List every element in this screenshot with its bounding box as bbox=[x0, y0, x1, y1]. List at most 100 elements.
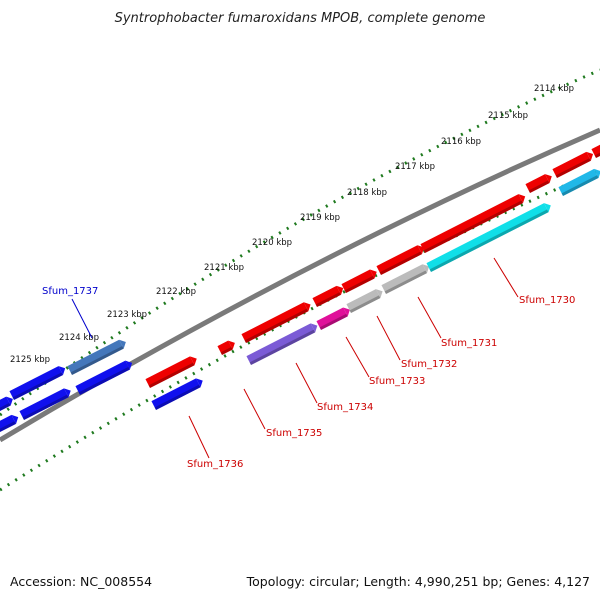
gene-box-face bbox=[312, 285, 342, 307]
gene-arrow-tip bbox=[422, 264, 430, 274]
gene-box-face bbox=[525, 174, 550, 193]
gene-arrow-tip bbox=[310, 323, 318, 333]
tick-label: 2124 kbp bbox=[59, 333, 99, 343]
gene-box-shadow bbox=[78, 366, 130, 395]
accession-text: Accession: NC_008554 bbox=[10, 574, 152, 589]
gene-box-shadow bbox=[555, 158, 591, 178]
gene-label: Sfum_1730 bbox=[519, 295, 575, 306]
gene-label: Sfum_1732 bbox=[401, 359, 457, 370]
gene-box-face bbox=[246, 323, 316, 365]
gene-arrow-tip bbox=[369, 269, 377, 279]
gene-box-shadow bbox=[384, 270, 427, 294]
gene-forward[interactable] bbox=[552, 150, 595, 178]
map-title: Syntrophobacter fumaroxidans MPOB, compl… bbox=[115, 11, 486, 26]
gene-label: Sfum_1735 bbox=[266, 428, 322, 439]
gene-arrow-tip bbox=[125, 360, 133, 370]
gene-arrow-tip bbox=[544, 203, 551, 213]
tick-label: 2123 kbp bbox=[107, 310, 147, 320]
gene-box-face bbox=[0, 414, 17, 432]
gene-sfum-1732[interactable] bbox=[341, 267, 379, 293]
gene-box-face bbox=[426, 203, 549, 272]
gene-forward[interactable] bbox=[591, 142, 600, 158]
gene-box-shadow bbox=[319, 313, 348, 330]
gene-box-face bbox=[151, 378, 201, 410]
gene-sfum-1732-reverse[interactable] bbox=[346, 287, 384, 313]
gene-label-leader bbox=[295, 362, 318, 404]
gene-reverse[interactable] bbox=[19, 386, 73, 420]
gene-box-shadow bbox=[154, 384, 201, 410]
gene-box-shadow bbox=[315, 292, 342, 307]
tick-label: 2121 kbp bbox=[204, 263, 244, 273]
gene-box-shadow bbox=[379, 251, 422, 275]
gene-box-shadow bbox=[528, 180, 550, 193]
gene-sfum-1734[interactable] bbox=[241, 300, 312, 343]
tick-label: 2118 kbp bbox=[347, 188, 387, 198]
gene-reverse[interactable] bbox=[558, 167, 600, 196]
gene-reverse[interactable] bbox=[75, 358, 134, 395]
gene-box-shadow bbox=[0, 421, 17, 432]
gene-label: Sfum_1733 bbox=[369, 376, 425, 387]
gene-arrow-tip bbox=[58, 366, 66, 376]
tick-labels: 2114 kbp 2115 kbp 2116 kbp 2117 kbp 2118 kbp… bbox=[10, 84, 574, 365]
gene-label: Sfum_1737 bbox=[42, 286, 98, 297]
tick-label: 2119 kbp bbox=[300, 213, 340, 223]
gene-arrow-tip bbox=[190, 356, 197, 366]
gene-arrow-tip bbox=[64, 388, 71, 398]
tick-label: 2114 kbp bbox=[534, 84, 574, 94]
gene-sfum-1730-reverse[interactable] bbox=[426, 201, 553, 272]
gene-label-leader bbox=[376, 315, 401, 361]
gene-sfum-1736[interactable] bbox=[145, 354, 199, 388]
gene-sfum-1736-reverse[interactable] bbox=[151, 376, 205, 410]
tick-label: 2122 kbp bbox=[156, 287, 196, 297]
gene-box-face bbox=[381, 264, 427, 294]
gene-sfum-1730[interactable] bbox=[420, 192, 527, 253]
gene-box-face bbox=[341, 269, 375, 293]
gene-arrow-tip bbox=[119, 339, 126, 349]
gene-box-shadow bbox=[349, 295, 381, 313]
gene-box-shadow bbox=[561, 175, 599, 196]
gene-arrow-tip bbox=[11, 414, 19, 424]
gene-box-face bbox=[558, 168, 599, 196]
gene-box-shadow bbox=[220, 346, 233, 355]
gene-box-face bbox=[145, 356, 195, 388]
gene-sfum-1737[interactable] bbox=[67, 337, 128, 375]
gene-box-shadow bbox=[344, 275, 375, 293]
gene-sfum-1731-reverse[interactable] bbox=[381, 262, 431, 294]
gene-sfum-1733[interactable] bbox=[312, 284, 345, 307]
gene-box-face bbox=[0, 396, 11, 411]
gene-arrow-tip bbox=[375, 289, 383, 299]
gene-reverse[interactable] bbox=[0, 394, 15, 411]
gene-box-shadow bbox=[12, 372, 64, 400]
gene-sfum-1735[interactable] bbox=[217, 338, 237, 355]
gene-reverse[interactable] bbox=[9, 364, 67, 400]
gene-sfum-1733-reverse[interactable] bbox=[316, 305, 352, 330]
gene-box-shadow bbox=[70, 345, 124, 375]
gene-box-face bbox=[67, 339, 124, 375]
gene-label-leader bbox=[493, 257, 519, 298]
tick-label: 2125 kbp bbox=[10, 355, 50, 365]
gene-arrow-tip bbox=[196, 378, 203, 388]
gene-arrow-tip bbox=[545, 174, 552, 184]
gene-label-leader bbox=[417, 296, 442, 339]
gene-label-leader bbox=[345, 336, 370, 378]
gene-forward[interactable] bbox=[525, 172, 554, 193]
gene-box-shadow bbox=[249, 329, 316, 365]
gene-arrow-tip bbox=[228, 340, 235, 350]
gene-label-leader bbox=[188, 415, 210, 459]
gene-box-face bbox=[591, 144, 600, 158]
tick-label: 2116 kbp bbox=[441, 137, 481, 147]
gene-box-face bbox=[19, 388, 69, 420]
tick-label: 2117 kbp bbox=[395, 162, 435, 172]
genome-backbone bbox=[0, 127, 600, 443]
gene-box-face bbox=[9, 366, 64, 400]
gene-arrow-tip bbox=[594, 168, 600, 178]
gene-box-shadow bbox=[429, 209, 549, 272]
gene-box-shadow bbox=[22, 394, 69, 420]
gene-reverse[interactable] bbox=[0, 413, 20, 432]
gene-label: Sfum_1736 bbox=[187, 459, 243, 470]
gene-box-face bbox=[376, 245, 422, 275]
gene-arrow-tip bbox=[343, 307, 350, 317]
gene-box-face bbox=[420, 194, 524, 253]
gene-sfum-1734-reverse[interactable] bbox=[246, 321, 319, 365]
